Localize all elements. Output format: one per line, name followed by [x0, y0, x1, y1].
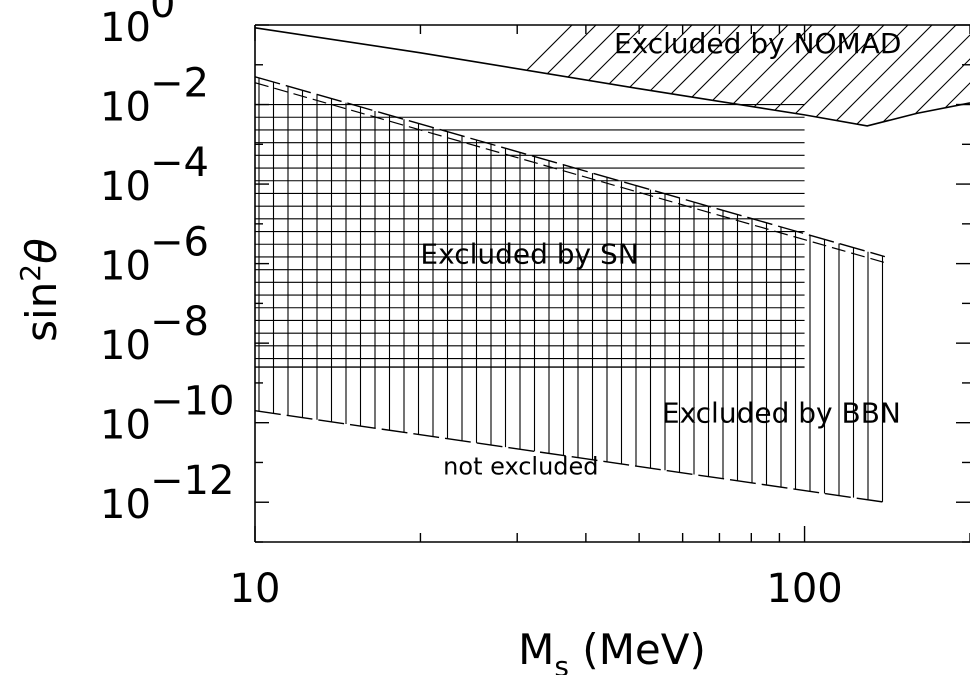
- y-tick-base: 10: [100, 323, 151, 369]
- y-tick-base: 10: [100, 244, 151, 290]
- y-tick-base: 10: [100, 403, 151, 449]
- nomad-hatch-line: [702, 25, 970, 126]
- region-label-nomad: Excluded by NOMAD: [614, 27, 901, 60]
- nomad-hatch-line: [870, 25, 970, 126]
- nomad-hatch-line: [462, 25, 970, 126]
- nomad-hatch-line: [846, 25, 970, 126]
- y-axis-label: sin2θ: [14, 238, 66, 342]
- nomad-hatch-line: [822, 25, 970, 126]
- y-tick-exponent: 0: [150, 0, 175, 27]
- x-axis-label: Ms (MeV): [518, 625, 706, 675]
- y-tick-exponent: −8: [150, 299, 209, 345]
- hatch-layer: [255, 25, 970, 503]
- nomad-hatch-line: [414, 25, 933, 126]
- nomad-hatch-line: [750, 25, 970, 126]
- y-tick-base: 10: [100, 85, 151, 131]
- y-tick-base: 10: [100, 164, 151, 210]
- axes-layer: [254, 24, 970, 543]
- x-tick-label: 10: [230, 566, 281, 612]
- nomad-hatch-line: [438, 25, 957, 126]
- y-tick-label: 10−4: [100, 140, 209, 210]
- nomad-hatch-line: [726, 25, 970, 126]
- region-label-sn: Excluded by SN: [420, 238, 638, 271]
- nomad-hatch-line: [366, 25, 885, 126]
- y-tick-label: 100: [100, 0, 175, 51]
- bbn-upper-boundary: [255, 76, 886, 258]
- bbn-lower-boundary: [255, 410, 885, 503]
- y-tick-label: 10−8: [100, 299, 209, 369]
- nomad-hatch-line: [630, 25, 970, 126]
- y-tick-exponent: −2: [150, 61, 209, 107]
- region-label-bbn: Excluded by BBN: [662, 397, 901, 430]
- nomad-hatch-line: [342, 25, 861, 126]
- nomad-hatch-line: [486, 25, 970, 126]
- annotation-label: not excluded: [443, 452, 598, 480]
- y-tick-label: 10−2: [100, 61, 209, 131]
- bbn-upper-boundary-2: [255, 82, 886, 264]
- bbn-hatch: [255, 76, 886, 503]
- nomad-hatch-line: [390, 25, 909, 126]
- y-tick-label: 10−10: [100, 379, 234, 449]
- nomad-hatch-line: [654, 25, 970, 126]
- y-tick-exponent: −4: [150, 140, 209, 186]
- x-tick-label: 100: [766, 566, 842, 612]
- sn-hatch: [255, 103, 805, 368]
- y-tick-label: 10−12: [100, 458, 234, 528]
- y-tick-exponent: −12: [150, 458, 234, 504]
- nomad-hatch-line: [582, 25, 970, 126]
- nomad-boundary: [255, 27, 970, 127]
- nomad-hatch-line: [606, 25, 970, 126]
- y-tick-exponent: −6: [150, 220, 209, 266]
- nomad-hatch-line: [774, 25, 970, 126]
- y-tick-exponent: −10: [150, 379, 234, 425]
- nomad-hatch-line: [942, 25, 970, 126]
- y-tick-base: 10: [100, 482, 151, 528]
- nomad-hatch-line: [894, 25, 970, 126]
- y-tick-label: 10−6: [100, 220, 209, 290]
- y-tick-base: 10: [100, 5, 151, 51]
